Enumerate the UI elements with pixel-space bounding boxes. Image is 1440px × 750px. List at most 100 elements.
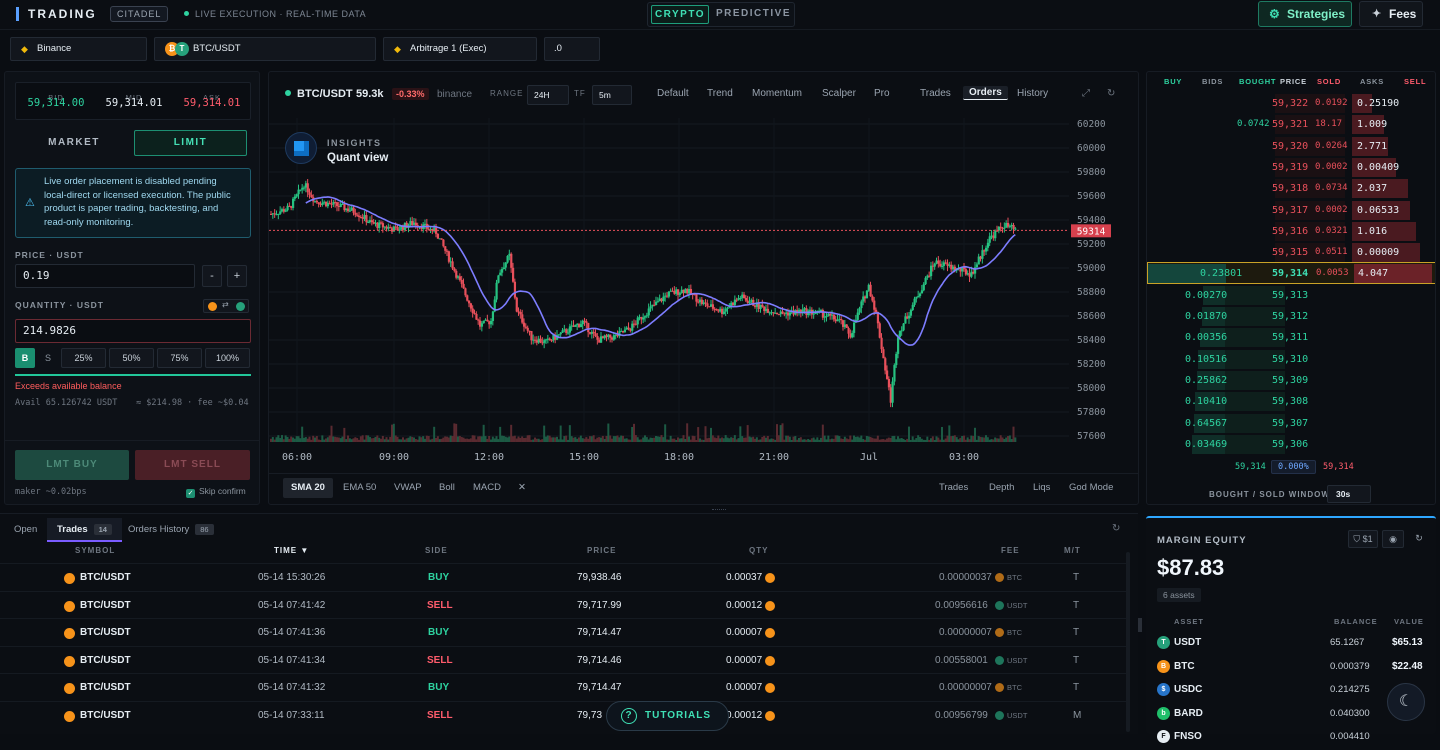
ob-ask-row[interactable]: 0.0742 59,321 18.17 1.009 bbox=[1147, 114, 1435, 135]
preset-default[interactable]: Default bbox=[657, 88, 689, 99]
strategy-select[interactable]: ◆ Arbitrage 1 (Exec) bbox=[383, 37, 537, 61]
indicator-ema50[interactable]: EMA 50 bbox=[343, 482, 377, 493]
fees-button[interactable]: ✦ Fees bbox=[1359, 1, 1423, 27]
tab-market[interactable]: MARKET bbox=[48, 137, 100, 148]
footer-god-mode[interactable]: God Mode bbox=[1069, 482, 1114, 493]
trades-scrollbar[interactable] bbox=[1126, 552, 1130, 732]
col-symbol[interactable]: SYMBOL bbox=[75, 546, 116, 555]
table-row[interactable]: BTC/USDT 05-14 07:41:36 BUY 79,714.47 0.0000… bbox=[0, 618, 1130, 645]
ob-bid-row[interactable]: 0.10516 59,310 bbox=[1147, 349, 1435, 370]
pct-75-button[interactable]: 75% bbox=[157, 348, 202, 368]
pct-25-button[interactable]: 25% bbox=[61, 348, 106, 368]
candle-body bbox=[462, 283, 465, 289]
btc-unit-icon bbox=[208, 302, 217, 311]
indicator-vwap[interactable]: VWAP bbox=[394, 482, 422, 493]
mode-predictive-button[interactable]: PREDICTIVE bbox=[716, 8, 792, 19]
tab-trades[interactable]: Trades 14 bbox=[47, 518, 122, 542]
side-sell-toggle[interactable]: S bbox=[44, 353, 51, 363]
refresh-icon[interactable]: ↻ bbox=[1112, 523, 1121, 534]
tab-limit[interactable]: LIMIT bbox=[134, 130, 247, 156]
price-increment-button[interactable]: + bbox=[227, 265, 247, 287]
volume-bar bbox=[889, 438, 892, 442]
refresh-icon[interactable]: ↻ bbox=[1415, 533, 1423, 543]
view-history[interactable]: History bbox=[1017, 88, 1049, 99]
view-orders[interactable]: Orders bbox=[963, 86, 1008, 100]
ob-mid-row[interactable]: 0.23801 59,314 0.0053 4.047 bbox=[1147, 262, 1435, 285]
preset-momentum[interactable]: Momentum bbox=[752, 88, 803, 99]
col-time[interactable]: TIME ▼ bbox=[274, 546, 310, 555]
exchange-select[interactable]: ◆ Binance bbox=[10, 37, 147, 61]
ob-bid-row[interactable]: 0.10410 59,308 bbox=[1147, 391, 1435, 412]
col-fee[interactable]: FEE bbox=[1001, 546, 1020, 555]
col-qty[interactable]: QTY bbox=[749, 546, 769, 555]
ob-bid-row[interactable]: 0.25862 59,309 bbox=[1147, 370, 1435, 391]
pair-select[interactable]: ₿ T BTC/USDT bbox=[154, 37, 376, 61]
preset-scalper[interactable]: Scalper bbox=[822, 88, 856, 99]
tab-open[interactable]: Open bbox=[4, 518, 47, 542]
mode-crypto-button[interactable]: CRYPTO bbox=[651, 5, 709, 24]
range-select[interactable]: 24H bbox=[527, 85, 569, 105]
col-price[interactable]: PRICE bbox=[587, 546, 617, 555]
indicator-close-icon[interactable]: ✕ bbox=[518, 482, 526, 493]
expand-icon[interactable]: ⤢ bbox=[1082, 88, 1090, 99]
pct-100-button[interactable]: 100% bbox=[205, 348, 250, 368]
price-decrement-button[interactable]: - bbox=[202, 265, 222, 287]
indicator-macd[interactable]: MACD bbox=[473, 482, 501, 493]
ob-bid-row[interactable]: 0.00356 59,311 bbox=[1147, 327, 1435, 348]
footer-liqs[interactable]: Liqs bbox=[1033, 482, 1051, 493]
ob-ask-row[interactable]: 59,320 0.0264 2.771 bbox=[1147, 136, 1435, 157]
col-mt[interactable]: M/T bbox=[1064, 546, 1081, 555]
ob-ask-row[interactable]: 59,318 0.0734 2.037 bbox=[1147, 178, 1435, 199]
asset-row[interactable]: $ USDC 0.214275 bbox=[1146, 679, 1436, 703]
side-buy-toggle[interactable]: B bbox=[15, 348, 35, 368]
footer-trades[interactable]: Trades bbox=[939, 482, 969, 493]
footer-depth[interactable]: Depth bbox=[989, 482, 1015, 493]
tab-orders-history[interactable]: Orders History 86 bbox=[118, 518, 224, 542]
ob-bid-row[interactable]: 0.01870 59,312 bbox=[1147, 306, 1435, 327]
pct-50-button[interactable]: 50% bbox=[109, 348, 154, 368]
preset-trend[interactable]: Trend bbox=[707, 88, 733, 99]
ob-bid-row[interactable]: 0.03469 59,306 bbox=[1147, 434, 1435, 455]
limit-buy-button[interactable]: LMT BUY bbox=[15, 450, 129, 480]
asset-row[interactable]: B BTC 0.000379 $22.48 bbox=[1146, 656, 1436, 680]
asset-row[interactable]: b BARD 0.040300 bbox=[1146, 703, 1436, 727]
price-input[interactable]: 0.19 bbox=[15, 264, 195, 288]
eye-icon[interactable]: ◉ bbox=[1382, 530, 1404, 548]
limit-sell-button[interactable]: LMT SELL bbox=[135, 450, 250, 480]
asset-row[interactable]: F FNSO 0.004410 bbox=[1146, 726, 1436, 750]
table-row[interactable]: BTC/USDT 05-14 07:41:32 BUY 79,714.47 0.0000… bbox=[0, 673, 1130, 700]
price-chart[interactable]: 60200 60000 59800 59600 59400 59200 59000 58800… bbox=[269, 110, 1138, 472]
ob-ask-row[interactable]: 59,316 0.0321 1.016 bbox=[1147, 221, 1435, 242]
ob-bid-row[interactable]: 0.64567 59,307 bbox=[1147, 413, 1435, 434]
ob-window-select[interactable]: 30s bbox=[1327, 485, 1371, 503]
resize-handle[interactable] bbox=[1138, 618, 1142, 632]
asset-row[interactable]: T USDT 65.1267 $65.13 bbox=[1146, 632, 1436, 656]
view-trades[interactable]: Trades bbox=[920, 88, 951, 99]
ob-ask-row[interactable]: 59,315 0.0511 0.00009 bbox=[1147, 242, 1435, 263]
quantity-input[interactable]: 214.9826 bbox=[15, 319, 251, 343]
col-side[interactable]: SIDE bbox=[425, 546, 448, 555]
table-row[interactable]: BTC/USDT 05-14 15:30:26 BUY 79,938.46 0.0003… bbox=[0, 563, 1130, 590]
amount-input[interactable]: .0 bbox=[544, 37, 600, 61]
candle-body bbox=[449, 261, 452, 263]
preset-pro[interactable]: Pro bbox=[874, 88, 890, 99]
indicator-boll[interactable]: Boll bbox=[439, 482, 455, 493]
margin-filter-button[interactable]: ⛉ $1 bbox=[1348, 530, 1378, 548]
ob-bid-row[interactable]: 0.00270 59,313 bbox=[1147, 285, 1435, 306]
refresh-icon[interactable]: ↻ bbox=[1107, 88, 1116, 99]
table-row[interactable]: BTC/USDT 05-14 07:41:34 SELL 79,714.46 0.000… bbox=[0, 645, 1130, 673]
resize-handle[interactable] bbox=[712, 509, 726, 512]
skip-confirm-checkbox[interactable]: ✓ Skip confirm bbox=[186, 486, 246, 498]
quantity-unit-toggle[interactable]: ⇄ bbox=[203, 299, 249, 313]
quantity-slider[interactable] bbox=[15, 374, 251, 376]
ob-ask-row[interactable]: 59,317 0.0002 0.06533 bbox=[1147, 200, 1435, 221]
tutorials-button[interactable]: ? TUTORIALS bbox=[606, 701, 729, 731]
table-row[interactable]: BTC/USDT 05-14 07:33:11 SELL 79,73 0.00012 0.… bbox=[0, 701, 1130, 728]
ob-ask-row[interactable]: 59,322 0.0192 0.25190 bbox=[1147, 93, 1435, 114]
timeframe-select[interactable]: 5m bbox=[592, 85, 632, 105]
table-row[interactable]: BTC/USDT 05-14 07:41:42 SELL 79,717.99 0.000… bbox=[0, 590, 1130, 618]
indicator-sma20[interactable]: SMA 20 bbox=[283, 478, 333, 498]
strategies-button[interactable]: ⚙ Strategies bbox=[1258, 1, 1352, 27]
ob-ask-row[interactable]: 59,319 0.0002 0.00409 bbox=[1147, 157, 1435, 178]
theme-toggle-moon-icon[interactable]: ☾ bbox=[1387, 683, 1425, 721]
